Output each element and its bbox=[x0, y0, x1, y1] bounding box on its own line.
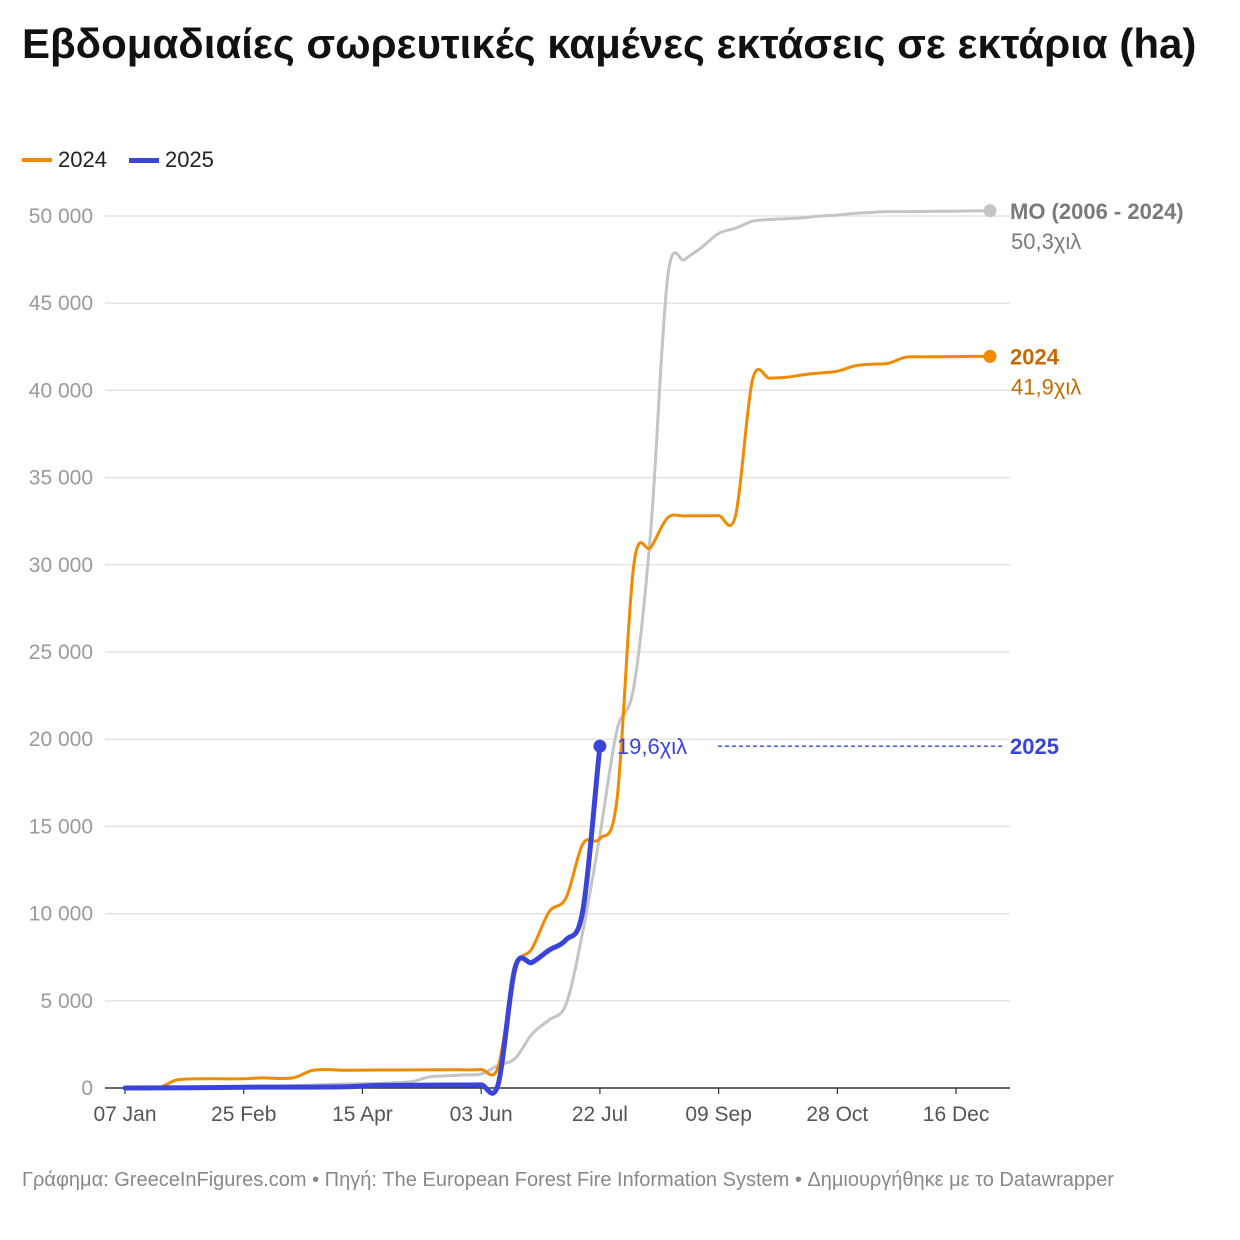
legend-label-2024: 2024 bbox=[58, 147, 107, 172]
annotation-mo-name: ΜΟ (2006 - 2024) bbox=[1010, 199, 1184, 224]
y-tick-label: 50 000 bbox=[29, 205, 93, 228]
y-tick-label: 45 000 bbox=[29, 292, 93, 315]
x-tick-label: 16 Dec bbox=[923, 1103, 990, 1126]
x-tick-label: 15 Apr bbox=[332, 1103, 393, 1126]
annotation-mo-value: 50,3χιλ bbox=[1011, 229, 1081, 254]
series-line-mo bbox=[123, 209, 992, 1090]
x-tick-label: 25 Feb bbox=[211, 1103, 276, 1126]
legend: 2024 2025 bbox=[22, 147, 214, 173]
series-lines bbox=[122, 204, 997, 1096]
x-tick-label: 07 Jan bbox=[93, 1103, 156, 1126]
series-line-2024 bbox=[123, 354, 992, 1091]
chart-title: Εβδομαδιαίες σωρευτικές καμένες εκτάσεις… bbox=[22, 20, 1197, 67]
series-line-2025 bbox=[122, 743, 603, 1096]
y-tick-label: 35 000 bbox=[29, 467, 93, 490]
annotation-2025-name: 2025 bbox=[1010, 734, 1059, 759]
legend-label-2025: 2025 bbox=[164, 147, 214, 172]
legend-item-2024: 2024 bbox=[22, 147, 107, 173]
annotation-2024-value: 41,9χιλ bbox=[1011, 374, 1081, 399]
x-tick-label: 03 Jun bbox=[450, 1103, 513, 1126]
legend-swatch-2024 bbox=[22, 158, 52, 162]
y-tick-label: 0 bbox=[81, 1077, 93, 1100]
annotation-2024-name: 2024 bbox=[1010, 344, 1060, 369]
annotations: ΜΟ (2006 - 2024) 50,3χιλ 2024 41,9χιλ 19,6χι… bbox=[617, 199, 1184, 759]
y-tick-label: 10 000 bbox=[29, 903, 93, 926]
legend-swatch-2025 bbox=[128, 157, 159, 163]
y-tick-label: 30 000 bbox=[29, 554, 93, 577]
line-chart: 0 5 000 10 000 15 000 20 000 25 000 30 000 35 0… bbox=[29, 199, 1184, 1126]
y-tick-label: 15 000 bbox=[29, 815, 93, 838]
y-tick-label: 40 000 bbox=[29, 379, 93, 402]
y-axis-ticks: 0 5 000 10 000 15 000 20 000 25 000 30 000 35 0… bbox=[29, 205, 93, 1100]
annotation-2025-value: 19,6χιλ bbox=[617, 734, 687, 759]
x-tick-label: 09 Sep bbox=[685, 1103, 752, 1126]
series-endpoint-2024 bbox=[983, 349, 997, 363]
x-axis-ticks: 07 Jan 25 Feb 15 Apr 03 Jun 22 Jul 09 Sep 28 O… bbox=[93, 1088, 989, 1126]
footer-credits: Γράφημα: GreeceInFigures.com • Πηγή: The… bbox=[22, 1169, 1114, 1191]
series-endpoint-mo bbox=[983, 204, 997, 218]
x-tick-label: 22 Jul bbox=[572, 1103, 628, 1126]
y-gridlines bbox=[105, 215, 1010, 1089]
y-tick-label: 20 000 bbox=[29, 728, 93, 751]
y-tick-label: 25 000 bbox=[29, 641, 93, 664]
series-endpoint-2025 bbox=[593, 739, 607, 753]
x-tick-label: 28 Oct bbox=[806, 1103, 868, 1126]
y-tick-label: 5 000 bbox=[40, 990, 93, 1013]
legend-item-2025: 2025 bbox=[128, 147, 214, 173]
